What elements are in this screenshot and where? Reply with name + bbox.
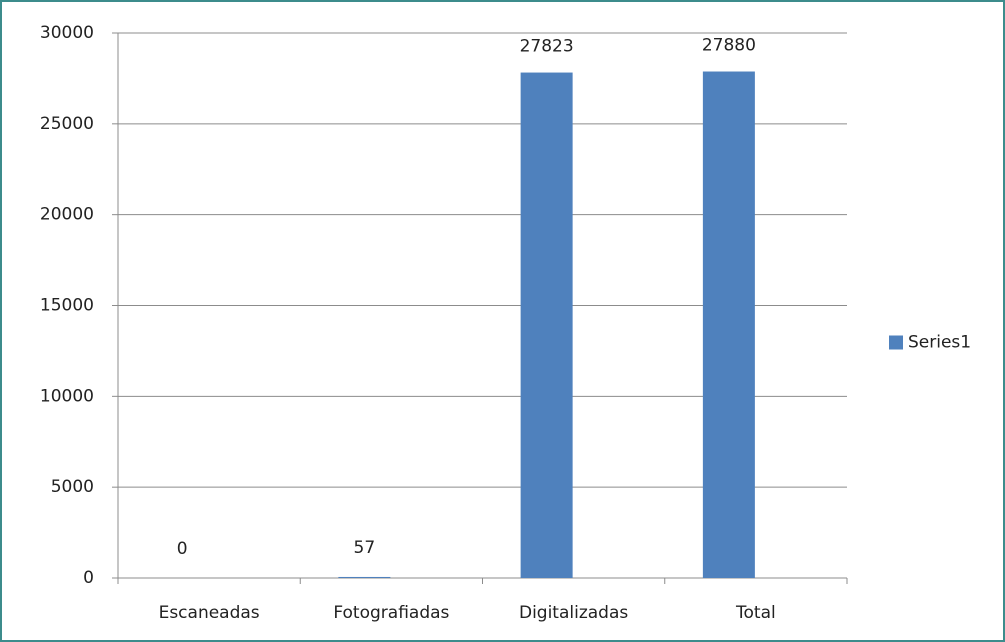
y-tick-label: 20000 — [40, 205, 94, 225]
y-tick-label: 10000 — [40, 386, 94, 406]
bar — [702, 71, 755, 578]
x-tick-label: Fotografiadas — [333, 603, 449, 623]
y-tick-label: 25000 — [40, 114, 94, 134]
y-tick-label: 0 — [83, 568, 94, 588]
data-label: 27880 — [702, 36, 756, 56]
y-tick-label: 30000 — [40, 23, 94, 43]
x-tick-label: Escaneadas — [159, 603, 260, 623]
y-tick-label: 15000 — [40, 296, 94, 316]
x-tick-label: Digitalizadas — [519, 603, 628, 623]
legend-label: Series1 — [908, 333, 971, 353]
data-label: 27823 — [520, 37, 574, 57]
bar — [338, 576, 391, 578]
data-label: 57 — [354, 538, 376, 558]
y-tick-label: 5000 — [51, 477, 94, 497]
x-tick-label: Total — [735, 603, 776, 623]
data-label: 0 — [177, 539, 188, 559]
bar — [520, 72, 573, 579]
legend-swatch — [889, 335, 903, 350]
